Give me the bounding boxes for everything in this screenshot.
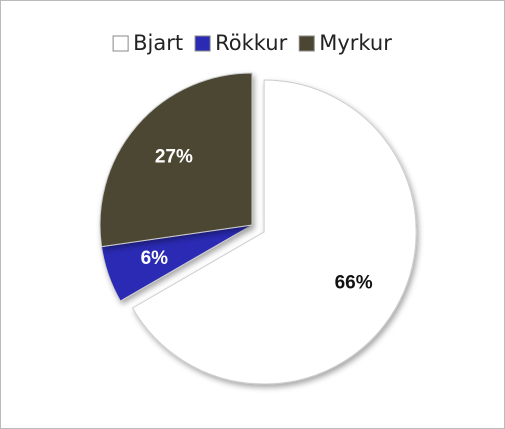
pie-slice bbox=[99, 72, 253, 248]
data-label: 27% bbox=[155, 146, 193, 167]
pie: 66% 6% 27% bbox=[99, 72, 417, 385]
legend-label: Bjart bbox=[133, 31, 183, 55]
pie-slice bbox=[131, 79, 417, 385]
legend-item: Bjart bbox=[112, 31, 183, 55]
legend-label: Rökkur bbox=[215, 31, 287, 55]
legend-swatch bbox=[194, 35, 211, 52]
legend-item: Myrkur bbox=[298, 31, 392, 55]
legend-label: Myrkur bbox=[319, 31, 392, 55]
legend-swatch bbox=[112, 35, 129, 52]
data-label: 66% bbox=[335, 273, 373, 294]
legend-item: Rökkur bbox=[194, 31, 288, 55]
legend: Bjart Rökkur Myrkur bbox=[112, 31, 392, 55]
legend-swatch bbox=[298, 35, 315, 52]
data-label: 6% bbox=[141, 248, 169, 269]
